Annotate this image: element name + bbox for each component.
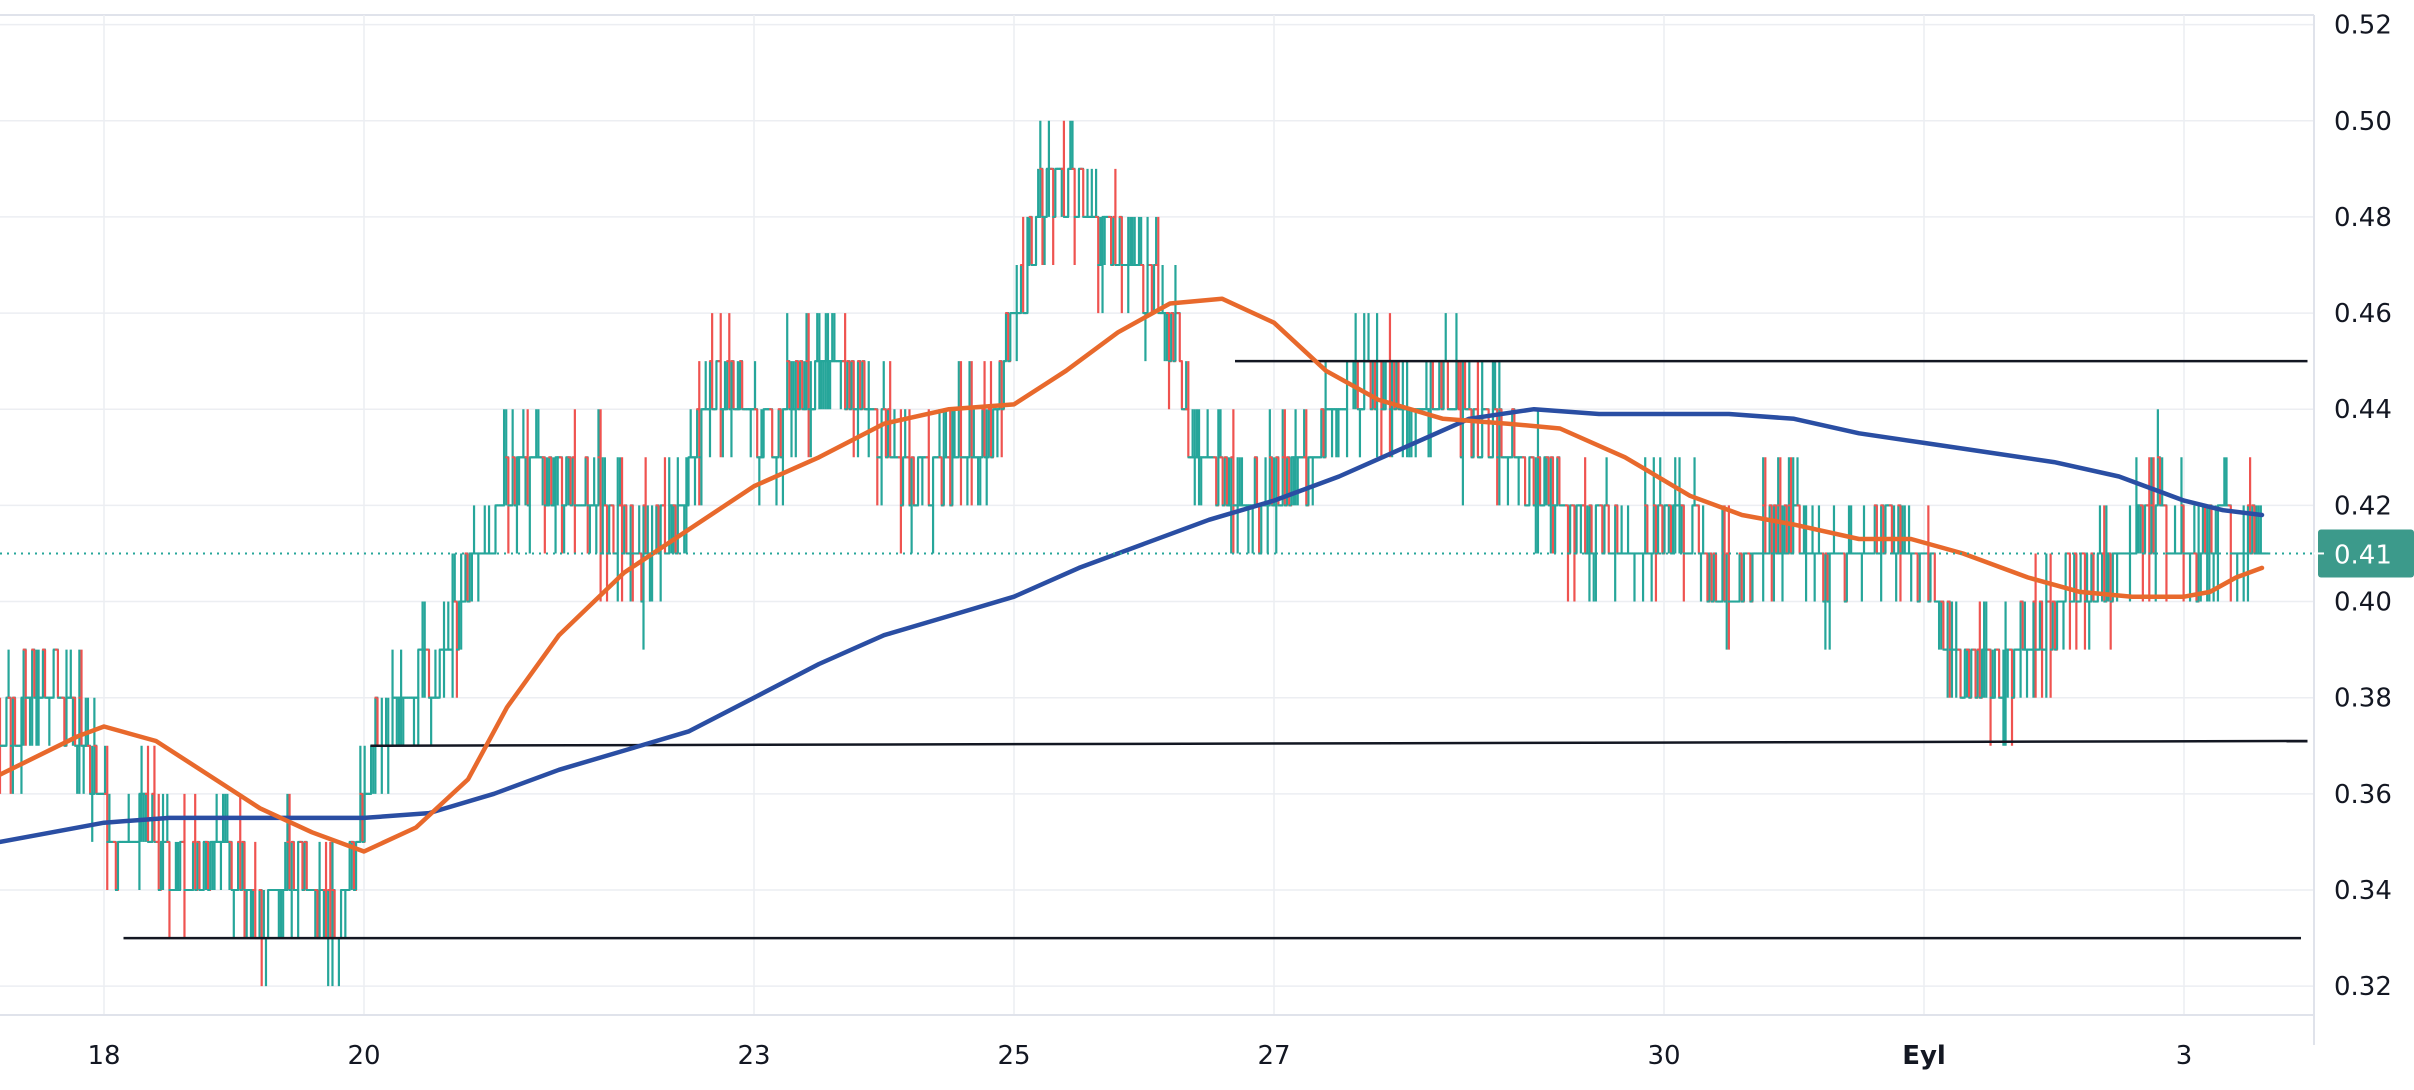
x-tick-label-4: 27 xyxy=(1257,1041,1290,1071)
price-badge-bg xyxy=(2318,529,2414,578)
y-tick-label-10: 0.52 xyxy=(2334,11,2392,41)
y-tick-label-1: 0.34 xyxy=(2334,876,2392,906)
support-resistance-lines[interactable] xyxy=(123,359,2308,940)
last-price-badge: 0.41 xyxy=(2314,529,2414,578)
y-tick-label-9: 0.50 xyxy=(2334,107,2392,137)
x-tick-label-0: 18 xyxy=(87,1041,120,1071)
y-tick-label-6: 0.44 xyxy=(2334,395,2392,425)
x-tick-label-3: 25 xyxy=(997,1041,1030,1071)
y-tick-label-7: 0.46 xyxy=(2334,299,2392,329)
ma-slow-line[interactable] xyxy=(0,406,2265,845)
x-tick-label-5: 30 xyxy=(1647,1041,1680,1071)
x-tick-label-1: 20 xyxy=(347,1041,380,1071)
x-tick-label-6: Eyl xyxy=(1902,1041,1946,1071)
y-tick-label-0: 0.32 xyxy=(2334,972,2392,1002)
time-axis[interactable]: 18 20 23 25 27 30 Eyl 3 xyxy=(87,1041,2192,1071)
price-axis[interactable]: 0.32 0.34 0.36 0.38 0.40 0.42 0.44 0.46 0.48 0.50… xyxy=(2334,11,2392,1003)
y-tick-label-4: 0.40 xyxy=(2334,588,2392,618)
y-tick-label-5: 0.42 xyxy=(2334,491,2392,521)
price-badge-label: 0.41 xyxy=(2334,540,2392,570)
level-line-1[interactable] xyxy=(370,739,2308,748)
y-tick-label-8: 0.48 xyxy=(2334,203,2392,233)
y-tick-label-3: 0.38 xyxy=(2334,684,2392,714)
x-tick-label-7: 3 xyxy=(2176,1041,2193,1071)
moving-averages[interactable] xyxy=(0,296,2265,854)
ohlc-bars[interactable] xyxy=(0,120,2271,987)
x-tick-label-2: 23 xyxy=(737,1041,770,1071)
ma-fast-line[interactable] xyxy=(0,296,2265,854)
y-tick-label-2: 0.36 xyxy=(2334,780,2392,810)
